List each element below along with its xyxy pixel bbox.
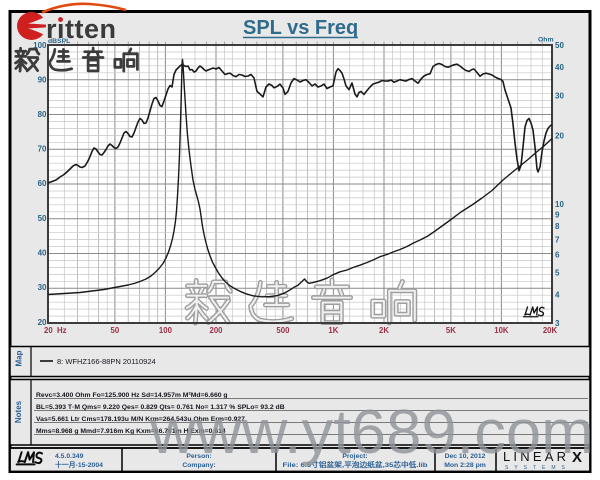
svg-text:SPL vs Freq: SPL vs Freq — [243, 17, 358, 39]
svg-text:9: 9 — [555, 211, 560, 220]
svg-text:50: 50 — [111, 326, 120, 335]
svg-text:5: 5 — [555, 269, 560, 278]
svg-text:www.yt689.com: www.yt689.com — [149, 398, 594, 467]
svg-text:80: 80 — [38, 110, 47, 119]
svg-text:Revc=3.400 Ohm Fo=125.900 Hz: Revc=3.400 Ohm Fo=125.900 Hz Sd=14.957m … — [36, 392, 228, 399]
svg-text:Project:: Project: — [342, 453, 367, 460]
svg-text:File: 6.5寸铝盆架,平泡边纸盆,35芯中低.lib: File: 6.5寸铝盆架,平泡边纸盆,35芯中低.lib — [283, 460, 428, 469]
svg-text:4.5.0.349: 4.5.0.349 — [55, 453, 84, 460]
svg-text:4: 4 — [555, 291, 560, 300]
svg-text:Notes: Notes — [14, 400, 23, 423]
svg-text:SYSTEMS: SYSTEMS — [505, 465, 571, 471]
svg-text:2K: 2K — [379, 326, 389, 335]
svg-text:十一月-15-2004: 十一月-15-2004 — [55, 460, 103, 469]
svg-text:10: 10 — [555, 200, 564, 209]
svg-text:Person:: Person: — [186, 453, 211, 460]
svg-text:Mms=8.968 g Mmd=7.916m Kg Kx: Mms=8.968 g Mmd=7.916m Kg Kxm=66.761m H … — [36, 428, 226, 435]
svg-text:70: 70 — [38, 145, 47, 154]
svg-text:50: 50 — [555, 41, 564, 50]
svg-text:Ohm: Ohm — [538, 37, 553, 44]
svg-text:20: 20 — [38, 318, 47, 327]
svg-text:X: X — [572, 449, 582, 466]
svg-text:1K: 1K — [328, 326, 338, 335]
svg-text:BL=5.393 T·M Qms= 9.220 Qes=: BL=5.393 T·M Qms= 9.220 Qes= 0.829 Qts= … — [36, 404, 285, 411]
svg-text:5K: 5K — [446, 326, 456, 335]
svg-text:ritten: ritten — [46, 14, 117, 44]
svg-text:500: 500 — [276, 326, 290, 335]
svg-text:Map: Map — [15, 350, 24, 366]
svg-text:Company:: Company: — [182, 462, 215, 469]
svg-text:20: 20 — [555, 132, 564, 141]
svg-text:60: 60 — [38, 179, 47, 188]
svg-text:dBSPL: dBSPL — [48, 38, 70, 45]
svg-text:30: 30 — [555, 92, 564, 101]
svg-text:40: 40 — [38, 249, 47, 258]
svg-text:6: 6 — [555, 251, 560, 260]
svg-text:200: 200 — [209, 326, 223, 335]
svg-text:8: 8 — [555, 222, 560, 231]
svg-text:Hz: Hz — [57, 326, 67, 335]
svg-text:50: 50 — [38, 214, 47, 223]
svg-text:Mon 2:28 pm: Mon 2:28 pm — [444, 462, 486, 469]
svg-text:LINEAR: LINEAR — [503, 449, 569, 464]
svg-text:20: 20 — [44, 326, 53, 335]
svg-text:30: 30 — [38, 283, 47, 292]
svg-text:40: 40 — [555, 63, 564, 72]
svg-text:10K: 10K — [494, 326, 509, 335]
svg-text:Dec 10, 2012: Dec 10, 2012 — [445, 453, 486, 460]
svg-text:100: 100 — [33, 41, 47, 50]
svg-text:20K: 20K — [543, 326, 558, 335]
svg-text:7: 7 — [555, 236, 560, 245]
svg-text:8: WFHZ166-88PN 20110924: 8: WFHZ166-88PN 20110924 — [57, 357, 156, 366]
svg-text:Vas=5.661 Ltr Cms=178.193u M/: Vas=5.661 Ltr Cms=178.193u M/N Krm=264.5… — [36, 416, 245, 423]
svg-text:90: 90 — [38, 76, 47, 85]
svg-text:3: 3 — [555, 319, 560, 328]
svg-text:100: 100 — [159, 326, 173, 335]
